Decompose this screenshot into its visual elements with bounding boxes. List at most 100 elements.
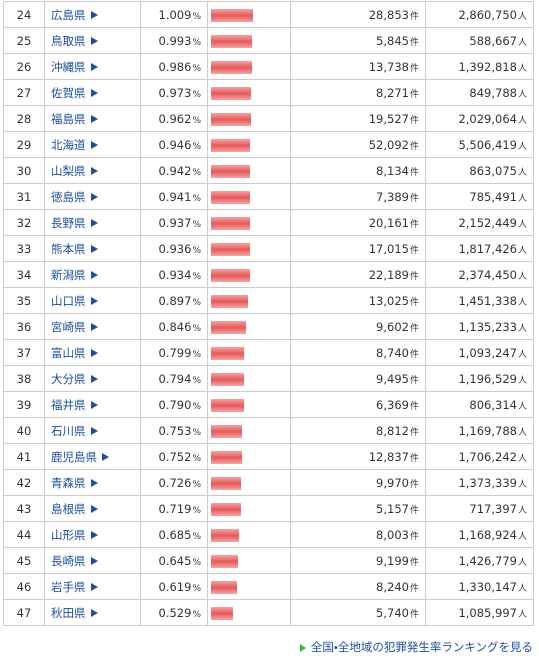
rate: 0.934 bbox=[158, 267, 192, 282]
footer: 全国・全地域の犯罪発生率ランキングを見る bbox=[299, 639, 533, 655]
population-unit: 人 bbox=[517, 531, 527, 542]
population-unit: 人 bbox=[517, 219, 527, 230]
prefecture-link[interactable]: 鳥取県 bbox=[51, 33, 86, 48]
crimes: 8,812 bbox=[376, 423, 409, 438]
prefecture-link[interactable]: 新潟県 bbox=[51, 267, 86, 282]
table-row: 32 長野県 0.937% 20,161件 2,152,449人 bbox=[3, 209, 534, 236]
arrow-icon bbox=[90, 297, 98, 305]
rank: 27 bbox=[3, 79, 45, 106]
population-cell: 2,374,450人 bbox=[425, 261, 534, 288]
rank: 39 bbox=[3, 391, 45, 418]
prefecture-link[interactable]: 青森県 bbox=[51, 475, 86, 490]
prefecture-cell: 大分県 bbox=[44, 365, 141, 392]
population: 806,314 bbox=[469, 397, 517, 412]
population: 785,491 bbox=[469, 189, 517, 204]
prefecture-cell: 山梨県 bbox=[44, 157, 141, 184]
prefecture-link[interactable]: 福井県 bbox=[51, 397, 86, 412]
rate-cell: 0.962% bbox=[140, 105, 208, 132]
rate-bar bbox=[211, 9, 253, 22]
population-cell: 1,168,924人 bbox=[425, 521, 534, 548]
population: 1,451,338 bbox=[458, 293, 517, 308]
rate-bar bbox=[211, 529, 240, 542]
prefecture-link[interactable]: 長崎県 bbox=[51, 553, 86, 568]
rate-cell: 0.941% bbox=[140, 183, 208, 210]
crimes-cell: 13,738件 bbox=[290, 53, 426, 80]
population: 2,860,750 bbox=[458, 7, 517, 22]
population: 1,817,426 bbox=[458, 241, 517, 256]
prefecture-link[interactable]: 佐賀県 bbox=[51, 85, 86, 100]
crimes-cell: 5,740件 bbox=[290, 599, 426, 626]
rate: 0.846 bbox=[158, 319, 192, 334]
prefecture-cell: 富山県 bbox=[44, 339, 141, 366]
crimes-unit: 件 bbox=[409, 479, 419, 490]
population: 717,397 bbox=[469, 501, 517, 516]
prefecture-link[interactable]: 福島県 bbox=[51, 111, 86, 126]
population: 1,085,997 bbox=[458, 605, 517, 620]
prefecture-link[interactable]: 徳島県 bbox=[51, 189, 86, 204]
population-unit: 人 bbox=[517, 245, 527, 256]
rate-unit: % bbox=[192, 167, 201, 178]
rate-bar bbox=[211, 581, 237, 594]
prefecture-link[interactable]: 長野県 bbox=[51, 215, 86, 230]
prefecture-link[interactable]: 島根県 bbox=[51, 501, 86, 516]
prefecture-cell: 福島県 bbox=[44, 105, 141, 132]
population: 849,788 bbox=[469, 85, 517, 100]
rank: 44 bbox=[3, 521, 45, 548]
rate-bar bbox=[211, 477, 242, 490]
rate-cell: 0.973% bbox=[140, 79, 208, 106]
prefecture-link[interactable]: 北海道 bbox=[51, 137, 86, 152]
arrow-icon bbox=[90, 271, 98, 279]
crimes-unit: 件 bbox=[409, 297, 419, 308]
crimes-cell: 19,527件 bbox=[290, 105, 426, 132]
crimes-cell: 9,970件 bbox=[290, 469, 426, 496]
rate-unit: % bbox=[192, 609, 201, 620]
prefecture-link[interactable]: 山形県 bbox=[51, 527, 86, 542]
arrow-icon bbox=[90, 323, 98, 331]
population-unit: 人 bbox=[517, 479, 527, 490]
prefecture-link[interactable]: 大分県 bbox=[51, 371, 86, 386]
arrow-icon bbox=[90, 141, 98, 149]
crimes-cell: 12,837件 bbox=[290, 443, 426, 470]
crimes: 7,389 bbox=[376, 189, 409, 204]
rate-unit: % bbox=[192, 557, 201, 568]
prefecture-link[interactable]: 広島県 bbox=[51, 7, 86, 22]
prefecture-link[interactable]: 石川県 bbox=[51, 423, 86, 438]
population: 5,506,419 bbox=[458, 137, 517, 152]
population: 1,373,339 bbox=[458, 475, 517, 490]
rate-unit: % bbox=[192, 583, 201, 594]
prefecture-link[interactable]: 熊本県 bbox=[51, 241, 86, 256]
rate: 0.936 bbox=[158, 241, 192, 256]
table-row: 29 北海道 0.946% 52,092件 5,506,419人 bbox=[3, 131, 534, 158]
crimes: 9,199 bbox=[376, 553, 409, 568]
rate: 0.790 bbox=[158, 397, 192, 412]
footer-link[interactable]: 全国・全地域の犯罪発生率ランキングを見る bbox=[310, 640, 533, 654]
table-row: 47 秋田県 0.529% 5,740件 1,085,997人 bbox=[3, 599, 534, 626]
prefecture-link[interactable]: 岩手県 bbox=[51, 579, 86, 594]
prefecture-link[interactable]: 宮崎県 bbox=[51, 319, 86, 334]
prefecture-link[interactable]: 秋田県 bbox=[51, 605, 86, 620]
population-cell: 1,392,818人 bbox=[425, 53, 534, 80]
rate-cell: 0.993% bbox=[140, 27, 208, 54]
rate: 0.726 bbox=[158, 475, 192, 490]
rate-unit: % bbox=[192, 193, 201, 204]
prefecture-link[interactable]: 鹿児島県 bbox=[51, 449, 97, 464]
crimes-unit: 件 bbox=[409, 115, 419, 126]
prefecture-link[interactable]: 山口県 bbox=[51, 293, 86, 308]
arrow-icon bbox=[90, 349, 98, 357]
rate-cell: 0.790% bbox=[140, 391, 208, 418]
prefecture-link[interactable]: 沖縄県 bbox=[51, 59, 86, 74]
population-unit: 人 bbox=[517, 37, 527, 48]
rate-unit: % bbox=[192, 37, 201, 48]
rank: 45 bbox=[3, 547, 45, 574]
rate-unit: % bbox=[192, 271, 201, 282]
rate: 0.946 bbox=[158, 137, 192, 152]
rate-bar bbox=[211, 243, 250, 256]
crimes-cell: 5,157件 bbox=[290, 495, 426, 522]
population: 863,075 bbox=[469, 163, 517, 178]
rate: 0.685 bbox=[158, 527, 192, 542]
prefecture-link[interactable]: 富山県 bbox=[51, 345, 86, 360]
prefecture-link[interactable]: 山梨県 bbox=[51, 163, 86, 178]
population-cell: 806,314人 bbox=[425, 391, 534, 418]
bar-cell bbox=[207, 365, 291, 392]
crimes-unit: 件 bbox=[409, 375, 419, 386]
